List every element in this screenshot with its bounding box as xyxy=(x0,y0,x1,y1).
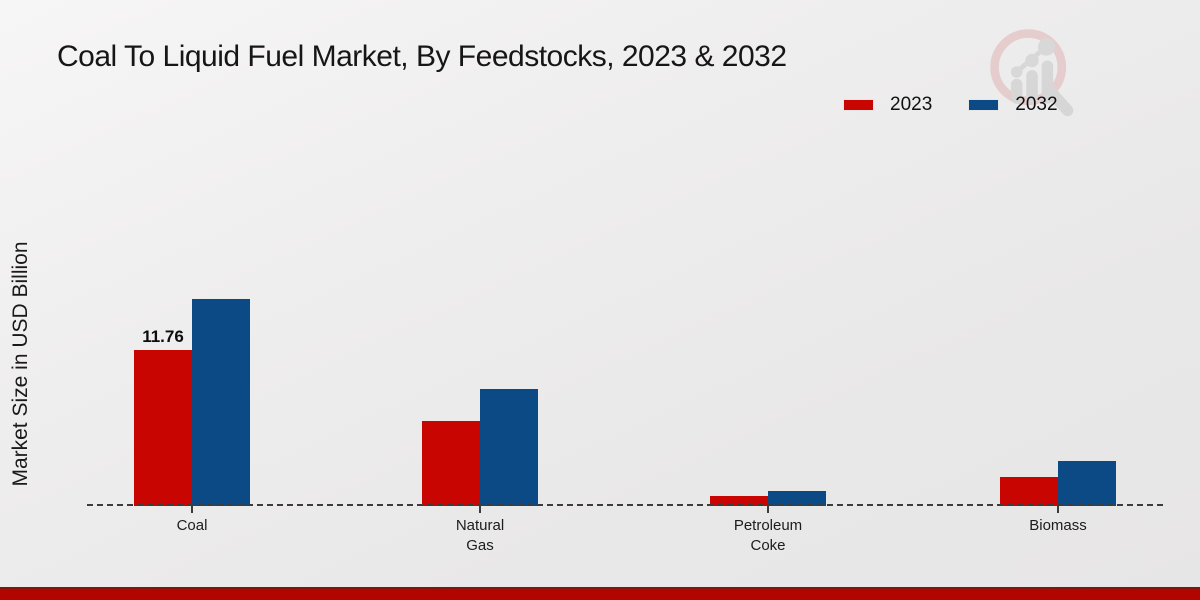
axis-tick-natural-gas xyxy=(479,506,481,513)
bar-2023-coal xyxy=(134,350,192,506)
bar-2023-petroleum-coke xyxy=(710,496,768,506)
bar-value-label-2023-coal: 11.76 xyxy=(142,327,184,346)
bar-2032-petroleum-coke xyxy=(768,491,826,506)
x-axis-dashed-baseline xyxy=(87,504,1163,506)
footer-accent-bar xyxy=(0,587,1200,600)
legend-label-2023: 2023 xyxy=(890,94,933,115)
bar-2032-coal xyxy=(192,299,250,506)
legend-label-2032: 2032 xyxy=(1015,94,1058,115)
y-axis-label: Market Size in USD Billion xyxy=(9,241,32,487)
category-label-natural-gas: Natural Gas xyxy=(455,517,505,554)
legend-item-2032: 2032 xyxy=(968,94,1058,116)
legend-item-2023: 2023 xyxy=(843,94,932,116)
chart-title: Coal To Liquid Fuel Market, By Feedstock… xyxy=(57,40,787,73)
legend: 2023 2032 xyxy=(843,94,1058,116)
bar-2032-natural-gas xyxy=(480,389,538,506)
magnifier-bar-chart-logo-icon xyxy=(990,29,1074,117)
category-label-petroleum-coke: Petroleum Coke xyxy=(733,517,803,554)
bar-2023-natural-gas xyxy=(422,421,480,506)
category-label-coal: Coal xyxy=(176,517,208,534)
axis-tick-petroleum-coke xyxy=(767,506,769,513)
axis-tick-biomass xyxy=(1057,506,1059,513)
bar-2032-biomass xyxy=(1058,461,1116,506)
legend-swatch-2032 xyxy=(968,99,1000,111)
category-label-biomass: Biomass xyxy=(1029,517,1087,534)
axis-tick-coal xyxy=(191,506,193,513)
bar-2023-biomass xyxy=(1000,477,1058,506)
legend-swatch-2023 xyxy=(843,99,874,111)
